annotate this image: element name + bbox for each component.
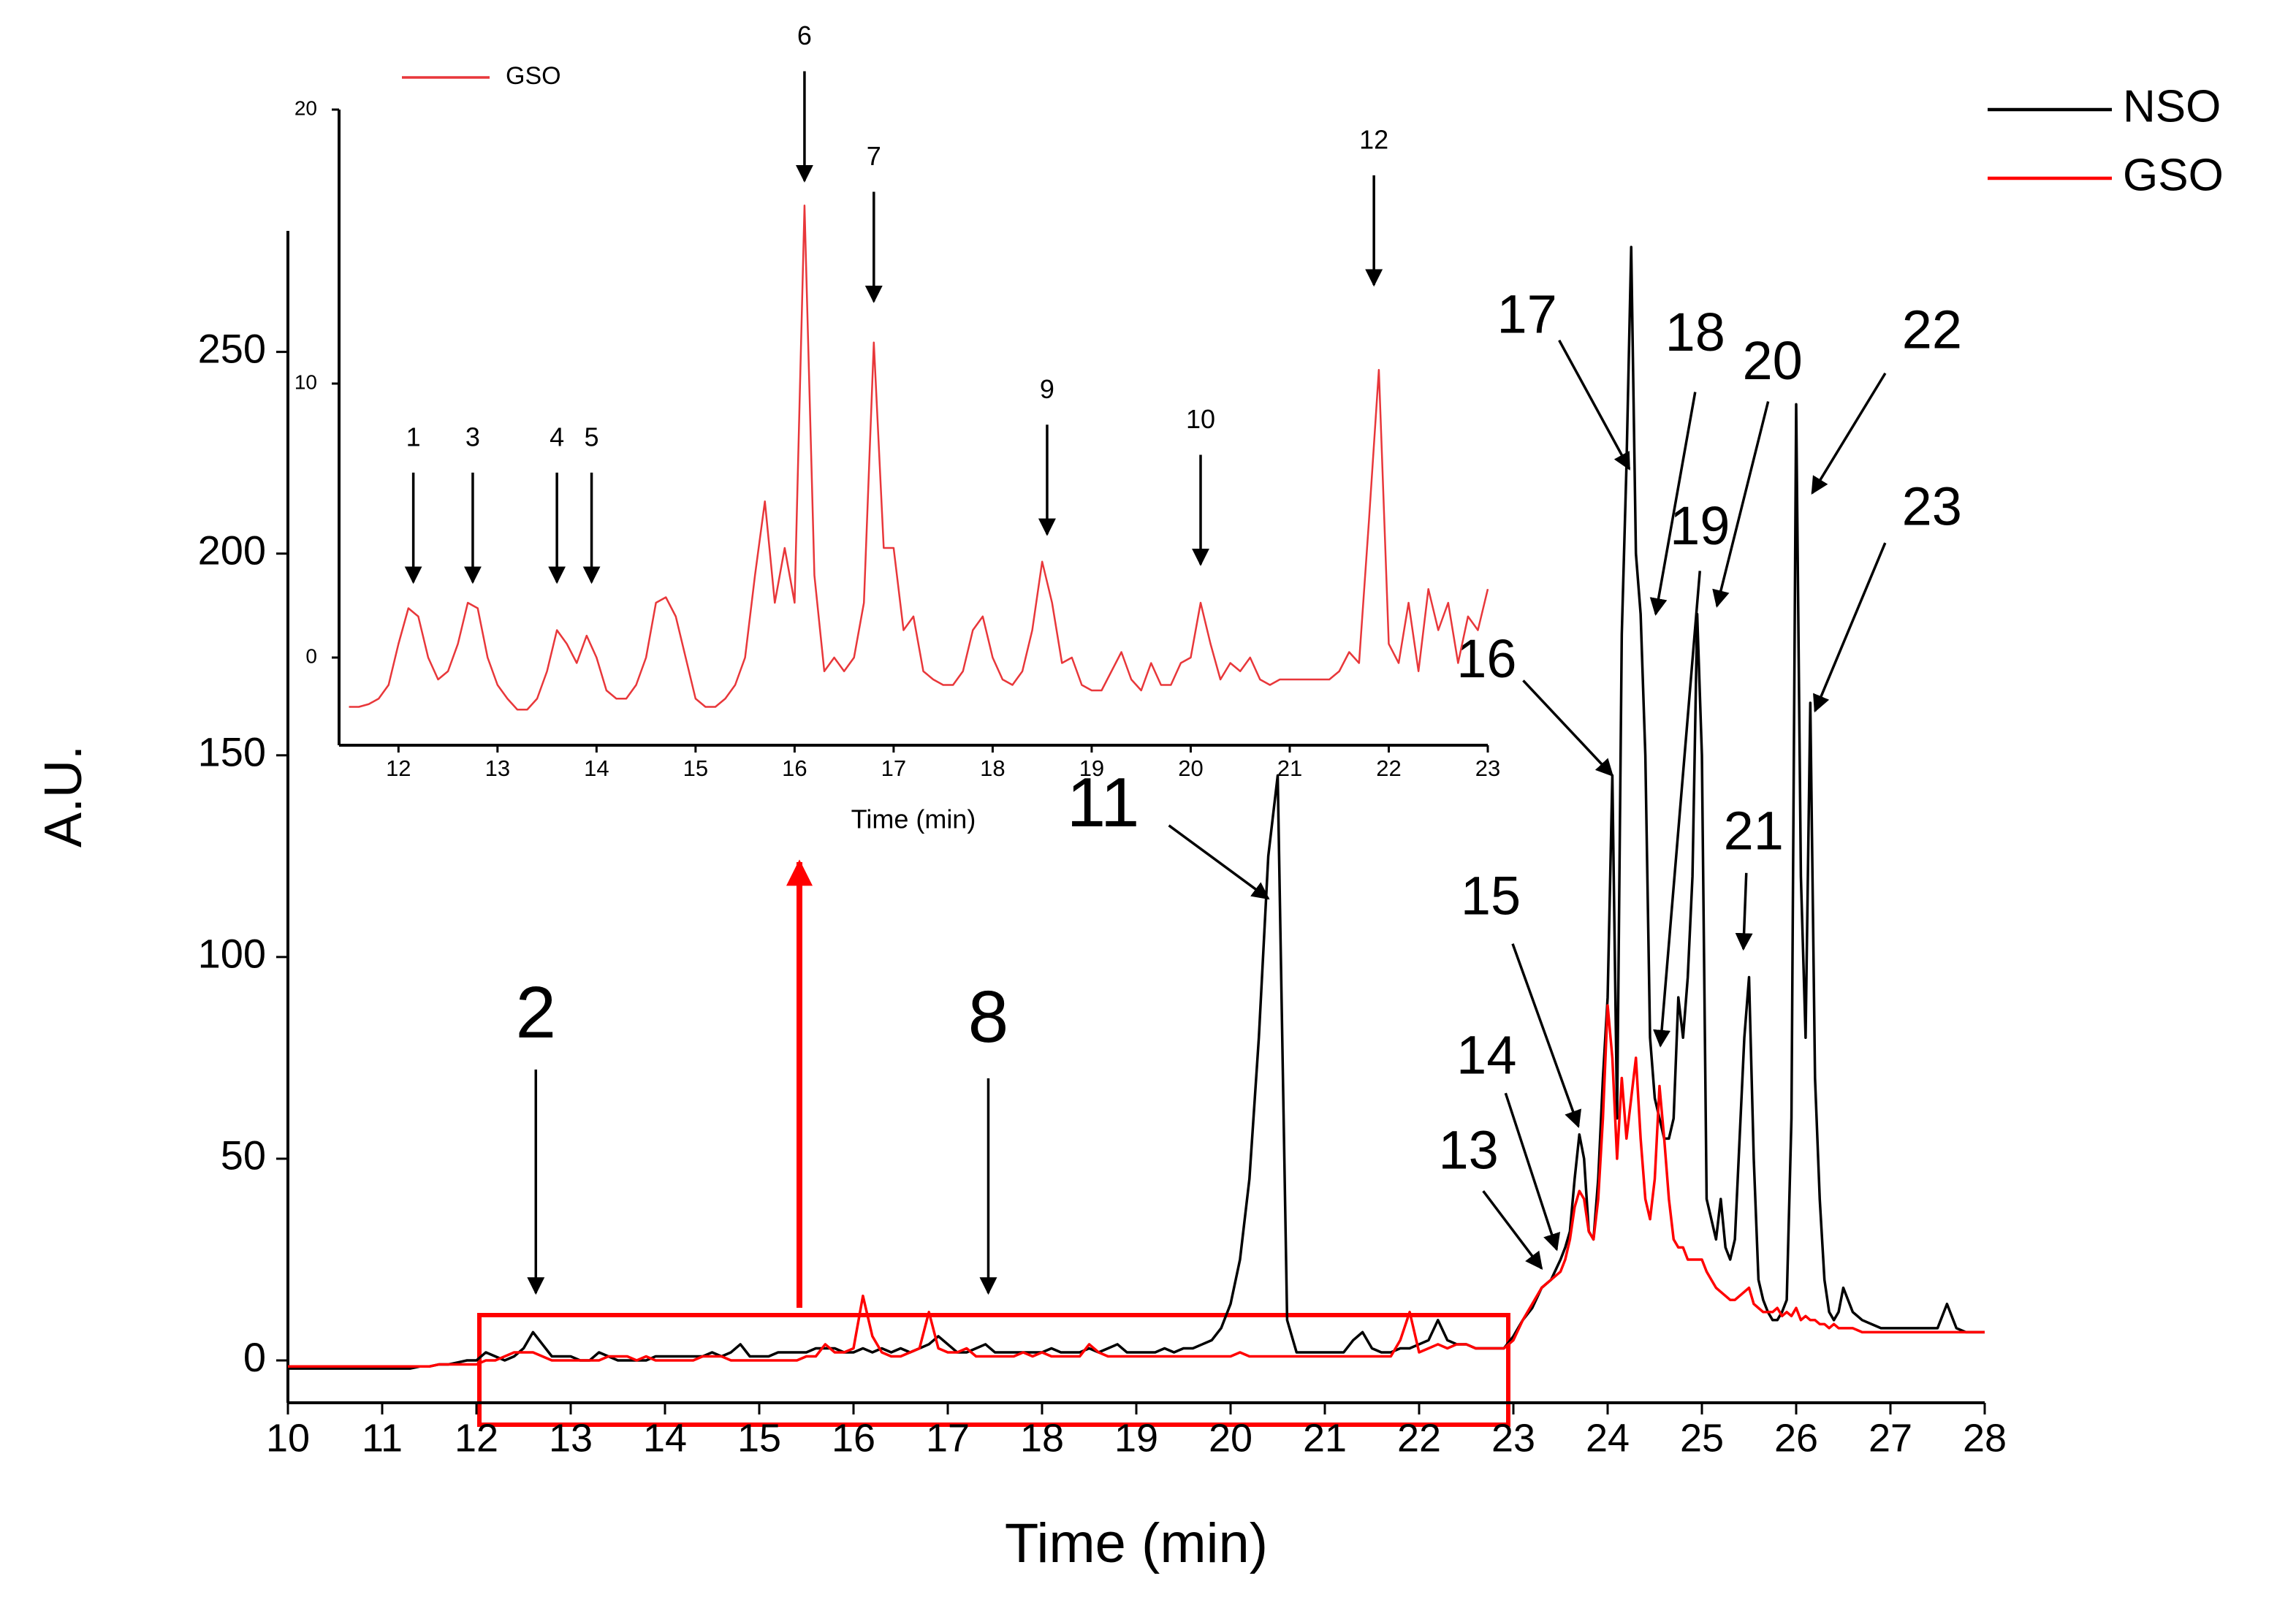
y-tick-label: 0 (243, 1334, 266, 1380)
annotation-label: 14 (1456, 1025, 1516, 1086)
x-tick-label: 17 (926, 1416, 970, 1460)
legend-label: GSO (2123, 150, 2224, 200)
annotation-label: 17 (1497, 283, 1557, 344)
annotation-label: 3 (465, 422, 480, 452)
x-tick-label: 12 (455, 1416, 498, 1460)
annotation-arrow (1653, 571, 1701, 1048)
x-tick-label: 22 (1397, 1416, 1441, 1460)
annotation-label: 22 (1902, 299, 1962, 359)
x-tick-label: 16 (832, 1416, 875, 1460)
x-tick-label: 20 (1209, 1416, 1252, 1460)
x-tick-label: 16 (782, 755, 807, 781)
x-tick-label: 21 (1277, 755, 1302, 781)
series-line (349, 205, 1489, 711)
annotation-label: 18 (1665, 302, 1725, 362)
x-tick-label: 13 (485, 755, 510, 781)
x-tick-label: 28 (1963, 1416, 2007, 1460)
y-tick-label: 200 (198, 528, 266, 574)
annotation-arrow (1504, 1092, 1561, 1252)
x-axis-title: Time (min) (1005, 1512, 1268, 1574)
x-tick-label: 23 (1475, 755, 1500, 781)
annotation-arrow (1649, 392, 1697, 616)
annotation-arrow (1558, 339, 1631, 471)
x-tick-label: 12 (386, 755, 411, 781)
x-tick-label: 15 (683, 755, 708, 781)
x-tick-label: 14 (584, 755, 609, 781)
annotation-label: 21 (1724, 800, 1784, 861)
y-tick-label: 100 (198, 931, 266, 977)
x-tick-label: 14 (643, 1416, 687, 1460)
annotation-label: 13 (1439, 1120, 1499, 1181)
annotation-label: 6 (797, 20, 812, 50)
x-tick-label: 23 (1491, 1416, 1535, 1460)
y-tick-label: 20 (294, 96, 317, 119)
annotation-label: 20 (1742, 330, 1802, 391)
x-tick-label: 24 (1586, 1416, 1630, 1460)
annotation-label: 10 (1186, 404, 1215, 434)
y-tick-label: 250 (198, 325, 266, 371)
x-tick-label: 18 (1020, 1416, 1064, 1460)
annotation-label: 15 (1461, 865, 1521, 926)
series-line (288, 1004, 1985, 1368)
annotation-label: 4 (550, 422, 564, 452)
x-tick-label: 20 (1178, 755, 1203, 781)
annotation-arrow (1712, 401, 1770, 608)
annotation-label: 23 (1902, 476, 1962, 537)
x-tick-label: 18 (980, 755, 1005, 781)
annotation-arrow (1522, 679, 1614, 777)
x-tick-label: 17 (881, 755, 906, 781)
annotation-label: 9 (1040, 374, 1054, 404)
annotation-label: 5 (585, 422, 599, 452)
x-tick-label: 21 (1303, 1416, 1347, 1460)
x-tick-label: 25 (1680, 1416, 1724, 1460)
x-tick-label: 19 (1114, 1416, 1158, 1460)
annotation-label: 7 (867, 141, 881, 171)
annotation-arrow (1482, 1190, 1543, 1271)
annotation-label: 2 (515, 972, 556, 1054)
y-tick-label: 50 (221, 1132, 266, 1178)
x-tick-label: 13 (549, 1416, 593, 1460)
x-tick-label: 10 (266, 1416, 310, 1460)
legend-label: GSO (506, 62, 561, 90)
annotation-arrow (1813, 542, 1887, 713)
annotation-label: 11 (1067, 763, 1140, 842)
annotation-arrow (1811, 372, 1887, 495)
annotation-label: 19 (1670, 495, 1730, 556)
y-axis-title: A.U. (34, 745, 93, 848)
x-axis-title: Time (min) (851, 804, 976, 834)
y-tick-label: 10 (294, 370, 317, 393)
x-tick-label: 15 (737, 1416, 781, 1460)
x-tick-label: 11 (362, 1416, 403, 1460)
annotation-arrow (1511, 943, 1581, 1129)
x-tick-label: 27 (1869, 1416, 1912, 1460)
x-tick-label: 22 (1376, 755, 1401, 781)
y-tick-label: 0 (305, 644, 317, 667)
annotation-arrow (1168, 824, 1270, 900)
annotation-label: 1 (406, 422, 421, 452)
zoom-region (477, 1313, 1510, 1427)
series-line (288, 245, 1985, 1370)
annotation-label: 12 (1359, 125, 1388, 155)
annotation-label: 16 (1456, 628, 1516, 689)
annotation-label: 8 (968, 976, 1009, 1058)
legend-label: NSO (2123, 81, 2221, 132)
x-tick-label: 19 (1079, 755, 1104, 781)
annotation-arrow (1735, 872, 1753, 951)
y-tick-label: 150 (198, 729, 266, 775)
x-tick-label: 26 (1774, 1416, 1818, 1460)
